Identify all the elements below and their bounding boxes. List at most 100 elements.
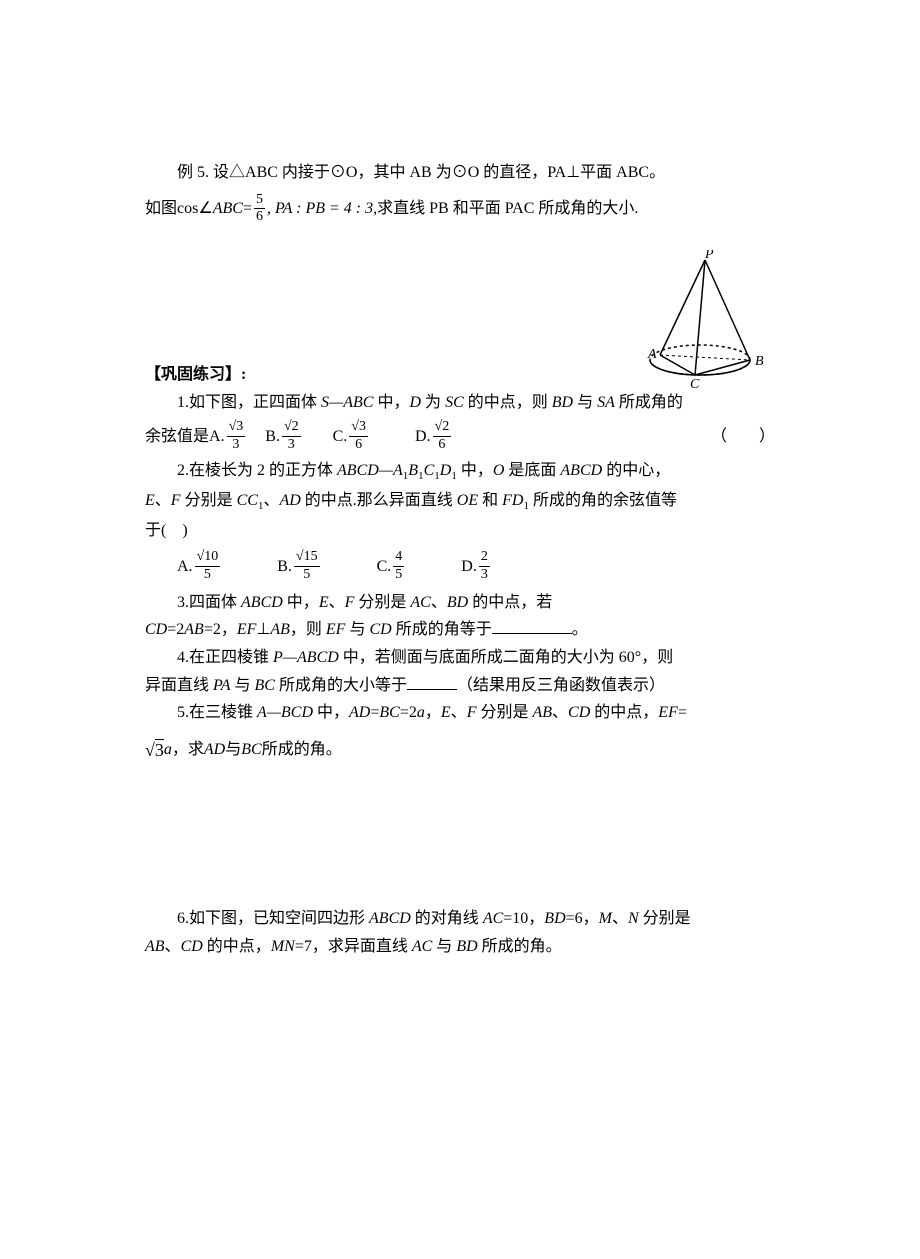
q1-optC-frac: √36 xyxy=(349,419,368,454)
q3-cd2: CD xyxy=(369,621,391,638)
q2-options: A. √105 B. √155 C. 45 D. 23 xyxy=(177,549,775,584)
q1-optD-label: D. xyxy=(415,424,431,450)
q1-optD-frac: √26 xyxy=(433,419,452,454)
q1-optA-frac: √33 xyxy=(227,419,246,454)
label-C: C xyxy=(690,377,700,390)
q3-sep1: 、 xyxy=(329,594,345,611)
q2-optA: A. √105 xyxy=(177,549,222,584)
q5-f: F xyxy=(467,704,477,721)
q2-e: E xyxy=(145,492,155,509)
q2-line1: 2.在棱长为 2 的正方体 ABCD—A1B1C1D1 中，O 是底面 ABCD… xyxy=(145,458,775,486)
q3-period: 。 xyxy=(572,621,588,638)
q4-pabcd: P—ABCD xyxy=(273,649,339,666)
q6-line1: 6.如下图，已知空间四边形 ABCD 的对角线 AC=10，BD=6，M、N 分… xyxy=(145,906,775,932)
q3-cd: CD xyxy=(145,621,167,638)
q1-optC-num: √3 xyxy=(349,419,368,437)
q5-ad2: AD xyxy=(204,737,225,763)
q5-ef: EF xyxy=(658,704,678,721)
q5-a: a xyxy=(417,704,425,721)
q3-eq1: =2 xyxy=(167,621,184,638)
example5-frac-den: 6 xyxy=(254,209,265,226)
example5-pre: 如图 xyxy=(145,196,177,222)
q1-d: D xyxy=(409,394,421,411)
q5-sep2: 、 xyxy=(552,704,568,721)
q6-abcd: ABCD xyxy=(369,910,411,927)
q1-optC-den: 6 xyxy=(349,437,368,454)
q6-mn: MN xyxy=(271,938,295,955)
q6-bd2: BD xyxy=(456,938,477,955)
q3-line2: CD=2AB=2，EF⊥AB，则 EF 与 CD 所成的角等于。 xyxy=(145,617,775,643)
q2-optB-den: 5 xyxy=(294,567,320,584)
example5-frac-num: 5 xyxy=(254,192,265,210)
q5-m4: ，求 xyxy=(172,737,204,763)
q2-optC-label: C. xyxy=(377,554,392,580)
q1-optD-den: 6 xyxy=(433,437,452,454)
q1-optC-label: C. xyxy=(333,424,348,450)
q3-e: E xyxy=(319,594,329,611)
q2-f: F xyxy=(171,492,181,509)
label-A: A xyxy=(647,347,657,362)
q1-m4: 与 xyxy=(573,394,597,411)
q1-optB: B. √23 xyxy=(265,419,302,454)
q6-cd: CD xyxy=(181,938,203,955)
q1-m1: 中， xyxy=(373,394,409,411)
q3-ab: AB xyxy=(184,621,204,638)
q2-optD: D. 23 xyxy=(461,549,492,584)
q1-optD: D. √26 xyxy=(415,419,453,454)
example5-frac: 5 6 xyxy=(254,192,265,227)
q2-pre: 2.在棱长为 2 的正方体 xyxy=(177,462,337,479)
q1-optA-den: 3 xyxy=(227,437,246,454)
q2-optD-frac: 23 xyxy=(479,549,490,584)
q1-m2: 为 xyxy=(421,394,445,411)
q2-optC-frac: 45 xyxy=(393,549,404,584)
q2-cube: ABCD—A xyxy=(337,462,403,479)
q5-cd: CD xyxy=(568,704,590,721)
q6-e1: 分别是 xyxy=(639,910,691,927)
q5-m3: 分别是 xyxy=(476,704,532,721)
q5-e: E xyxy=(441,704,451,721)
q2-e2: 所成的角的余弦值等 xyxy=(529,492,677,509)
q5-line2: √3 a，求 AD 与 BC 所成的角。 xyxy=(145,736,775,765)
q5-e2: 所成的角。 xyxy=(262,737,342,763)
q1-optC: C. √36 xyxy=(333,419,370,454)
q2-optC-num: 4 xyxy=(393,549,404,567)
q5-ab: AB xyxy=(532,704,552,721)
example5-text1: . 设△ABC 内接于⊙O，其中 AB 为⊙O 的直径，PA⊥平面 ABC。 xyxy=(205,164,665,181)
q2-optA-label: A. xyxy=(177,554,193,580)
q3-sep2: 、 xyxy=(431,594,447,611)
q4-pre2: 异面直线 xyxy=(145,677,213,694)
q2-d: D xyxy=(440,462,452,479)
label-B: B xyxy=(755,354,764,369)
q6-line2: AB、CD 的中点，MN=7，求异面直线 AC 与 BD 所成的角。 xyxy=(145,934,775,960)
q2-optB: B. √155 xyxy=(277,549,321,584)
q3-perp: ⊥ xyxy=(256,621,270,638)
q3-m1: 中， xyxy=(283,594,319,611)
example5-eq: = xyxy=(243,196,252,222)
q1-optA: A. √33 xyxy=(209,419,247,454)
q6-pre: 6.如下图，已知空间四边形 xyxy=(177,910,369,927)
q3-e1: 的中点，若 xyxy=(468,594,552,611)
q2-o: O xyxy=(493,462,505,479)
example5-line2: 如图 cos∠ABC = 5 6 , PA : PB = 4 : 3, 求直线 … xyxy=(145,192,775,227)
q5-bc2: BC xyxy=(241,737,261,763)
q3-e2: 所成的角等于 xyxy=(392,621,492,638)
q1-optD-num: √2 xyxy=(433,419,452,437)
q1-optB-label: B. xyxy=(265,424,280,450)
q2-e1: 的中心， xyxy=(602,462,670,479)
q4-line1: 4.在正四棱锥 P—ABCD 中，若侧面与底面所成二面角的大小为 60°，则 xyxy=(145,645,775,671)
q4-line2: 异面直线 PA 与 BC 所成角的大小等于（结果用反三角函数值表示） xyxy=(145,673,775,699)
q6-eq2: =6， xyxy=(566,910,599,927)
q2-c: C xyxy=(424,462,435,479)
q2-optB-label: B. xyxy=(277,554,292,580)
q6-eq3: =7，求异面直线 xyxy=(295,938,412,955)
q4-pre: 4.在正四棱锥 xyxy=(177,649,273,666)
q2-optD-label: D. xyxy=(461,554,477,580)
q3-m3: ，则 xyxy=(290,621,326,638)
q2-optA-den: 5 xyxy=(195,567,221,584)
q2-and: 和 xyxy=(478,492,502,509)
q2-fd1: FD xyxy=(502,492,523,509)
q6-n: N xyxy=(628,910,639,927)
q1-pre: 1.如下图，正四面体 xyxy=(177,394,321,411)
q3-ac: AC xyxy=(410,594,430,611)
q5-abcd: A—BCD xyxy=(257,704,313,721)
